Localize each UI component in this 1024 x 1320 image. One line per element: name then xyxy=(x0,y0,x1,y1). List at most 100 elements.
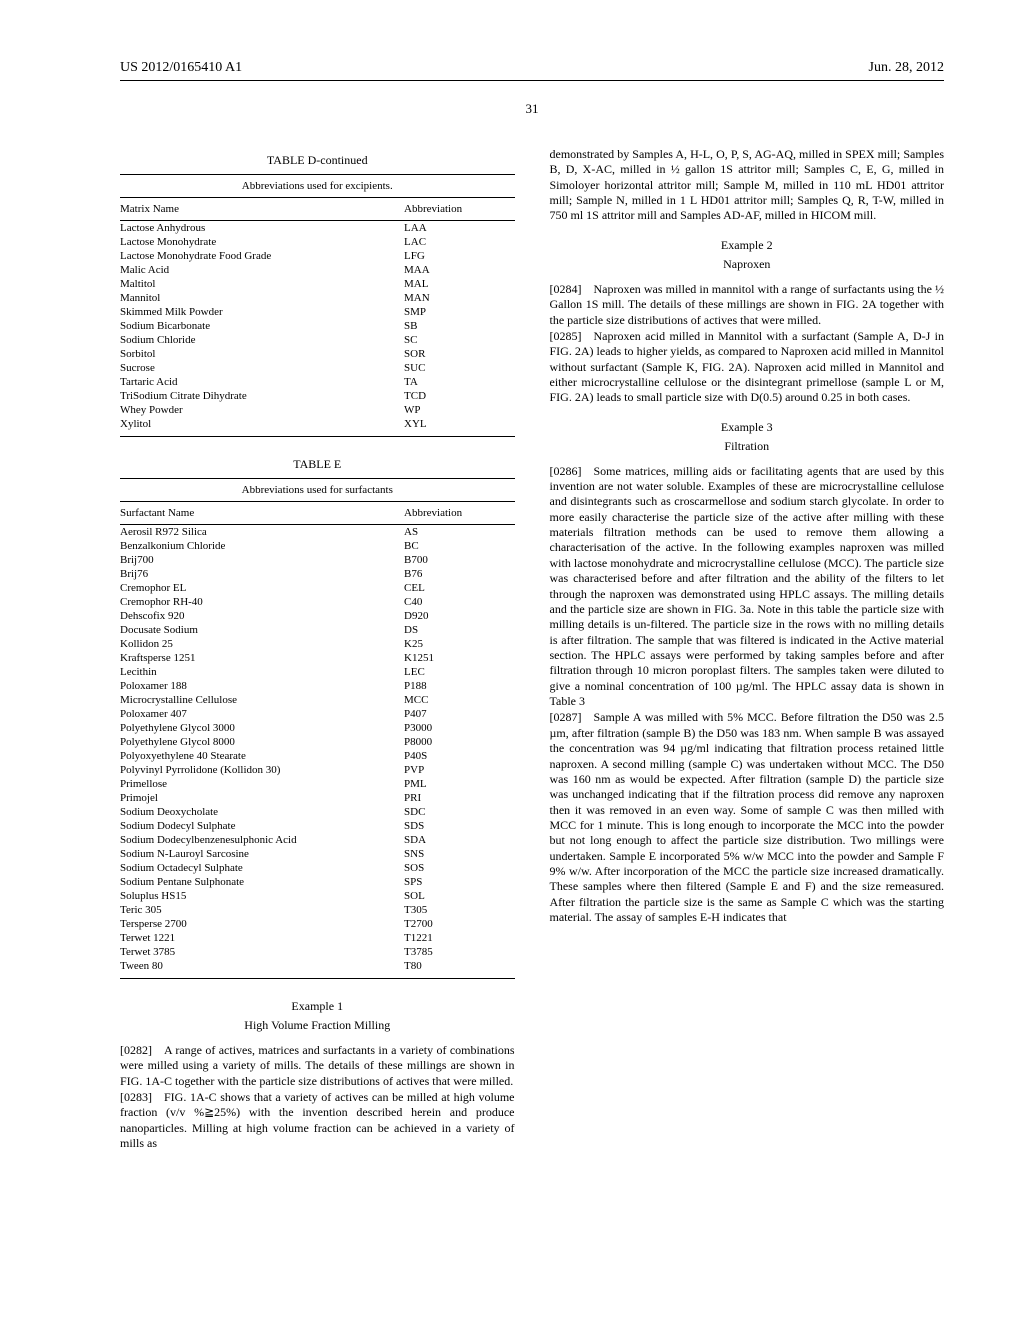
table-d-name: TriSodium Citrate Dihydrate xyxy=(120,389,404,403)
table-e-abbrev: B76 xyxy=(404,567,514,581)
table-d-header-0: Matrix Name xyxy=(120,198,404,221)
table-e-abbrev: T2700 xyxy=(404,917,514,931)
table-e-name: Terwet 3785 xyxy=(120,945,404,959)
table-e-row: Docusate SodiumDS xyxy=(120,623,515,637)
table-e-caption: Abbreviations used for surfactants xyxy=(120,479,515,502)
example-2-subtitle: Naproxen xyxy=(550,257,945,272)
table-e-row: Sodium Octadecyl SulphateSOS xyxy=(120,861,515,875)
table-d-abbrev: LFG xyxy=(404,249,514,263)
table-e-abbrev: P188 xyxy=(404,679,514,693)
table-d-row: Sodium ChlorideSC xyxy=(120,333,515,347)
table-e-abbrev: PVP xyxy=(404,763,514,777)
example-1-subtitle: High Volume Fraction Milling xyxy=(120,1018,515,1033)
table-e-abbrev: P8000 xyxy=(404,735,514,749)
table-d-row: Whey PowderWP xyxy=(120,403,515,417)
table-e-name: Kraftsperse 1251 xyxy=(120,651,404,665)
table-e-row: PrimellosePML xyxy=(120,777,515,791)
table-d-name: Xylitol xyxy=(120,417,404,437)
table-d-abbrev: XYL xyxy=(404,417,514,437)
table-e-name: Poloxamer 407 xyxy=(120,707,404,721)
table-e-abbrev: T305 xyxy=(404,903,514,917)
example-3-title: Example 3 xyxy=(550,420,945,435)
table-e-row: LecithinLEC xyxy=(120,665,515,679)
table-d-abbrev: MAA xyxy=(404,263,514,277)
para-0285: [0285] Naproxen acid milled in Mannitol … xyxy=(550,329,945,406)
table-e-name: Lecithin xyxy=(120,665,404,679)
page-header: US 2012/0165410 A1 Jun. 28, 2012 xyxy=(120,60,944,76)
table-e-name: Docusate Sodium xyxy=(120,623,404,637)
table-e-row: PrimojelPRI xyxy=(120,791,515,805)
table-d-name: Whey Powder xyxy=(120,403,404,417)
table-d-abbrev: MAL xyxy=(404,277,514,291)
table-d-name: Tartaric Acid xyxy=(120,375,404,389)
table-e-name: Polyethylene Glycol 8000 xyxy=(120,735,404,749)
left-column: TABLE D-continued Abbreviations used for… xyxy=(120,147,515,1153)
table-e-name: Sodium Pentane Sulphonate xyxy=(120,875,404,889)
table-e-abbrev: P40S xyxy=(404,749,514,763)
table-e-abbrev: CEL xyxy=(404,581,514,595)
table-d-row: Lactose MonohydrateLAC xyxy=(120,235,515,249)
table-e-name: Cremophor RH-40 xyxy=(120,595,404,609)
para-0283: [0283] FIG. 1A-C shows that a variety of… xyxy=(120,1090,515,1151)
table-e-row: Terwet 1221T1221 xyxy=(120,931,515,945)
table-e-name: Sodium Dodecylbenzenesulphonic Acid xyxy=(120,833,404,847)
table-d-name: Malic Acid xyxy=(120,263,404,277)
table-e-abbrev: P3000 xyxy=(404,721,514,735)
table-e-name: Sodium Deoxycholate xyxy=(120,805,404,819)
para-0284: [0284] Naproxen was milled in mannitol w… xyxy=(550,282,945,328)
table-d-row: SucroseSUC xyxy=(120,361,515,375)
table-d-row: Malic AcidMAA xyxy=(120,263,515,277)
table-e-row: Tween 80T80 xyxy=(120,959,515,979)
table-d-name: Sucrose xyxy=(120,361,404,375)
table-e-abbrev: SPS xyxy=(404,875,514,889)
table-e-row: Kraftsperse 1251K1251 xyxy=(120,651,515,665)
table-e-row: Terwet 3785T3785 xyxy=(120,945,515,959)
table-e: Abbreviations used for surfactants Surfa… xyxy=(120,478,515,979)
table-e-row: Sodium Dodecyl SulphateSDS xyxy=(120,819,515,833)
table-e-name: Sodium Octadecyl Sulphate xyxy=(120,861,404,875)
table-e-name: Benzalkonium Chloride xyxy=(120,539,404,553)
table-e-abbrev: D920 xyxy=(404,609,514,623)
example-2-title: Example 2 xyxy=(550,238,945,253)
header-rule xyxy=(120,80,944,81)
table-e-name: Polyoxyethylene 40 Stearate xyxy=(120,749,404,763)
table-e-row: Benzalkonium ChlorideBC xyxy=(120,539,515,553)
table-e-abbrev: SNS xyxy=(404,847,514,861)
table-e-abbrev: P407 xyxy=(404,707,514,721)
table-e-name: Teric 305 xyxy=(120,903,404,917)
table-e-abbrev: SDS xyxy=(404,819,514,833)
table-e-name: Terwet 1221 xyxy=(120,931,404,945)
table-d-abbrev: MAN xyxy=(404,291,514,305)
table-d-name: Maltitol xyxy=(120,277,404,291)
table-d-abbrev: TA xyxy=(404,375,514,389)
example-1-title: Example 1 xyxy=(120,999,515,1014)
right-intro-para: demonstrated by Samples A, H-L, O, P, S,… xyxy=(550,147,945,224)
table-d-name: Lactose Anhydrous xyxy=(120,221,404,236)
table-e-name: Cremophor EL xyxy=(120,581,404,595)
table-d-abbrev: SC xyxy=(404,333,514,347)
table-e-abbrev: SDA xyxy=(404,833,514,847)
table-e-abbrev: SOL xyxy=(404,889,514,903)
table-d-abbrev: WP xyxy=(404,403,514,417)
table-d-header-1: Abbreviation xyxy=(404,198,514,221)
table-e-row: Kollidon 25K25 xyxy=(120,637,515,651)
table-e-row: Tersperse 2700T2700 xyxy=(120,917,515,931)
table-e-row: Microcrystalline CelluloseMCC xyxy=(120,693,515,707)
table-e-name: Primellose xyxy=(120,777,404,791)
table-e-row: Sodium Dodecylbenzenesulphonic AcidSDA xyxy=(120,833,515,847)
para-0287: [0287] Sample A was milled with 5% MCC. … xyxy=(550,710,945,925)
table-e-abbrev: B700 xyxy=(404,553,514,567)
right-column: demonstrated by Samples A, H-L, O, P, S,… xyxy=(550,147,945,1153)
table-e-abbrev: K25 xyxy=(404,637,514,651)
table-e-name: Primojel xyxy=(120,791,404,805)
table-d-row: Lactose Monohydrate Food GradeLFG xyxy=(120,249,515,263)
table-d-row: TriSodium Citrate DihydrateTCD xyxy=(120,389,515,403)
table-e-abbrev: PML xyxy=(404,777,514,791)
table-d-row: MaltitolMAL xyxy=(120,277,515,291)
table-d-name: Sodium Bicarbonate xyxy=(120,319,404,333)
table-e-name: Sodium Dodecyl Sulphate xyxy=(120,819,404,833)
table-e-row: Sodium N-Lauroyl SarcosineSNS xyxy=(120,847,515,861)
table-e-name: Brij76 xyxy=(120,567,404,581)
table-e-name: Kollidon 25 xyxy=(120,637,404,651)
doc-date: Jun. 28, 2012 xyxy=(869,60,944,76)
